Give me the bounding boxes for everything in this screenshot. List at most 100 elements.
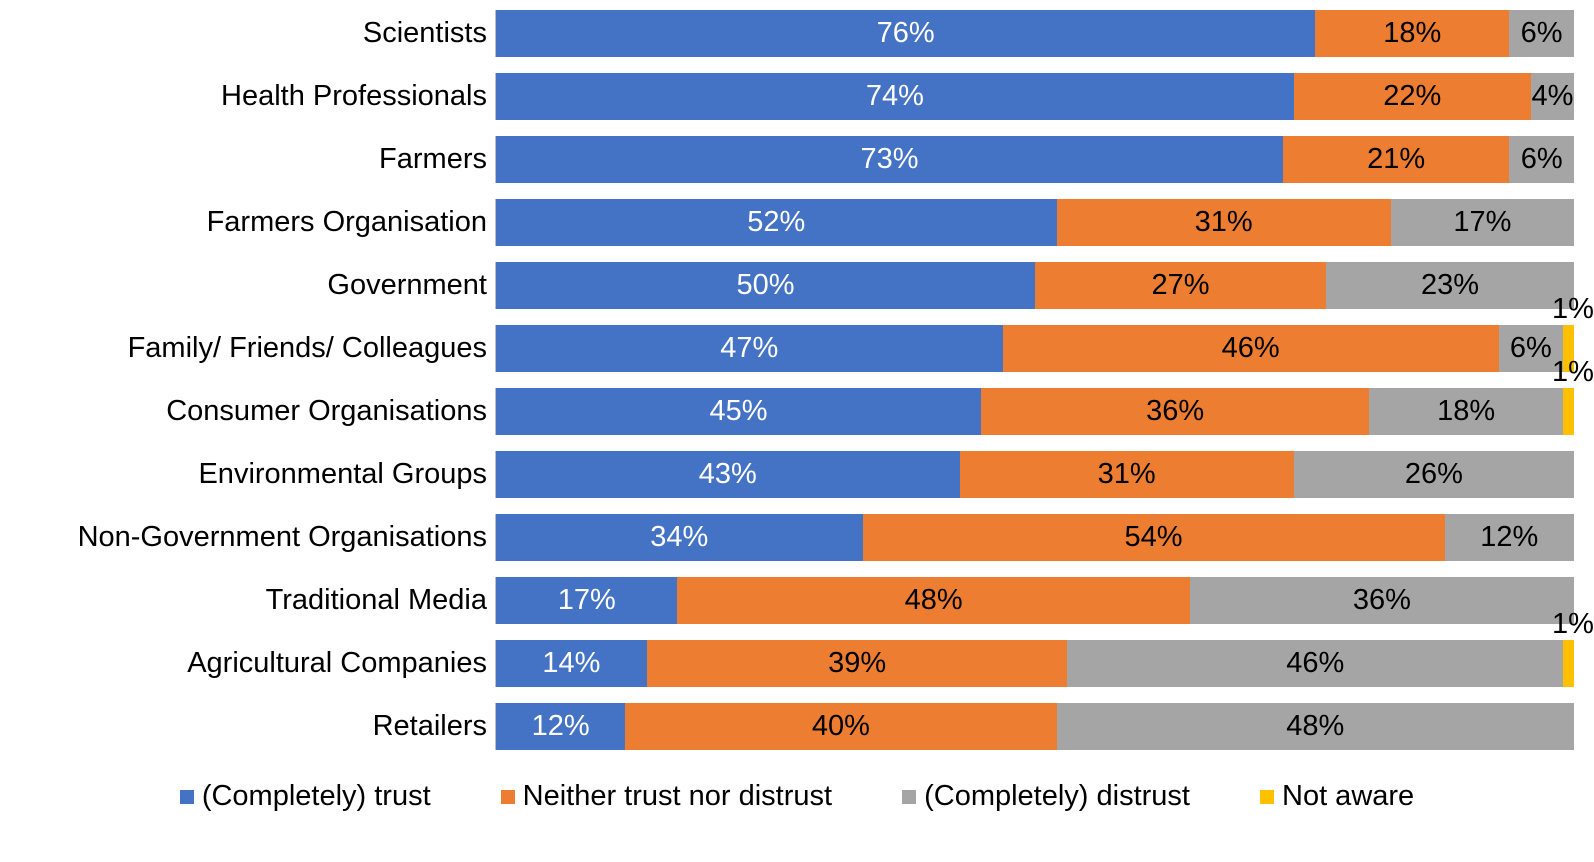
segment-value: 12% — [532, 710, 590, 743]
bar-segment-neither: 36% — [981, 388, 1369, 435]
bar-container: 34% 54% 12% — [495, 514, 1574, 561]
chart-row: Traditional Media 17% 48% 36% — [20, 577, 1574, 624]
category-label: Traditional Media — [20, 584, 495, 617]
bar-segment-distrust: 6% — [1509, 10, 1574, 57]
segment-value: 6% — [1510, 332, 1552, 365]
bar-segment-trust: 34% — [496, 514, 863, 561]
chart-row: Consumer Organisations 45% 36% 18%1% — [20, 388, 1574, 435]
category-label: Government — [20, 269, 495, 302]
segment-value-outside: 1% — [1552, 356, 1594, 389]
segment-value: 74% — [866, 80, 924, 113]
chart-row: Farmers Organisation52% 31% 17% — [20, 199, 1574, 246]
bar-container: 47%46%6%1% — [495, 325, 1574, 372]
bar-segment-distrust: 48% — [1057, 703, 1574, 750]
bar-container: 17% 48% 36% — [495, 577, 1574, 624]
chart-row: Government 50% 27% 23% — [20, 262, 1574, 309]
bar-segment-trust: 73% — [496, 136, 1283, 183]
bar-segment-neither: 48% — [677, 577, 1189, 624]
legend-swatch — [501, 790, 515, 804]
legend-swatch — [902, 790, 916, 804]
legend-item-notaware: Not aware — [1260, 780, 1414, 813]
segment-value: 36% — [1353, 584, 1411, 617]
bar-container: 73% 21% 6% — [495, 136, 1574, 183]
segment-value: 27% — [1152, 269, 1210, 302]
legend-label: (Completely) trust — [202, 780, 431, 813]
bar-segment-distrust: 36% — [1190, 577, 1574, 624]
segment-value: 50% — [736, 269, 794, 302]
trust-stacked-bar-chart: Scientists76%18%6%Health Professionals74… — [20, 10, 1574, 813]
segment-value: 36% — [1146, 395, 1204, 428]
segment-value: 31% — [1098, 458, 1156, 491]
legend-swatch — [1260, 790, 1274, 804]
category-label: Agricultural Companies — [20, 647, 495, 680]
category-label: Farmers Organisation — [20, 206, 495, 239]
bar-segment-trust: 52% — [496, 199, 1057, 246]
bar-segment-neither: 22% — [1294, 73, 1531, 120]
segment-value: 21% — [1367, 143, 1425, 176]
chart-row: Family/ Friends/ Colleagues47%46%6%1% — [20, 325, 1574, 372]
segment-value: 4% — [1531, 80, 1573, 113]
bar-segment-trust: 47% — [496, 325, 1003, 372]
segment-value: 48% — [1286, 710, 1344, 743]
segment-value-outside: 1% — [1552, 608, 1594, 641]
bar-segment-distrust: 6% — [1509, 136, 1574, 183]
chart-row: Retailers 12% 40% 48% — [20, 703, 1574, 750]
bar-segment-distrust: 26% — [1294, 451, 1574, 498]
bar-segment-neither: 21% — [1283, 136, 1509, 183]
bar-segment-neither: 39% — [647, 640, 1067, 687]
category-label: Farmers — [20, 143, 495, 176]
bar-segment-distrust: 18% — [1369, 388, 1563, 435]
chart-row: Health Professionals74%22%4% — [20, 73, 1574, 120]
segment-value: 6% — [1521, 17, 1563, 50]
legend-label: (Completely) distrust — [924, 780, 1190, 813]
bar-segment-trust: 17% — [496, 577, 677, 624]
bar-segment-trust: 50% — [496, 262, 1035, 309]
segment-value: 43% — [699, 458, 757, 491]
bar-segment-distrust: 4% — [1531, 73, 1574, 120]
legend-label: Neither trust nor distrust — [523, 780, 832, 813]
segment-value: 22% — [1383, 80, 1441, 113]
legend-item-trust: (Completely) trust — [180, 780, 431, 813]
segment-value: 76% — [877, 17, 935, 50]
segment-value: 18% — [1383, 17, 1441, 50]
chart-legend: (Completely) trust Neither trust nor dist… — [20, 780, 1574, 813]
bar-segment-neither: 31% — [1057, 199, 1391, 246]
chart-row: Scientists 76% 18% 6% — [20, 10, 1574, 57]
segment-value: 46% — [1222, 332, 1280, 365]
category-label: Environmental Groups — [20, 458, 495, 491]
chart-row: Environmental Groups 43% 31% 26% — [20, 451, 1574, 498]
segment-value: 23% — [1421, 269, 1479, 302]
bar-segment-notaware: 1% — [1563, 640, 1574, 687]
segment-value: 17% — [558, 584, 616, 617]
bar-segment-distrust: 17% — [1391, 199, 1574, 246]
category-label: Consumer Organisations — [20, 395, 495, 428]
segment-value: 54% — [1125, 521, 1183, 554]
bar-container: 50% 27% 23% — [495, 262, 1574, 309]
bar-segment-distrust: 12% — [1445, 514, 1574, 561]
category-label: Retailers — [20, 710, 495, 743]
bar-segment-neither: 31% — [960, 451, 1294, 498]
category-label: Scientists — [20, 17, 495, 50]
segment-value: 6% — [1521, 143, 1563, 176]
chart-row: Agricultural Companies 14% 39% 46% 1% — [20, 640, 1574, 687]
segment-value: 31% — [1195, 206, 1253, 239]
segment-value: 34% — [650, 521, 708, 554]
bar-segment-trust: 14% — [496, 640, 647, 687]
bar-container: 12% 40% 48% — [495, 703, 1574, 750]
bar-segment-neither: 40% — [625, 703, 1056, 750]
chart-row: Farmers73% 21% 6% — [20, 136, 1574, 183]
bar-container: 14% 39% 46% 1% — [495, 640, 1574, 687]
segment-value: 14% — [542, 647, 600, 680]
bar-segment-notaware: 1% — [1563, 388, 1574, 435]
segment-value: 39% — [828, 647, 886, 680]
bar-segment-neither: 54% — [863, 514, 1445, 561]
segment-value: 47% — [720, 332, 778, 365]
category-label: Family/ Friends/ Colleagues — [20, 332, 495, 365]
segment-value-outside: 1% — [1552, 293, 1594, 326]
legend-item-distrust: (Completely) distrust — [902, 780, 1190, 813]
bar-segment-distrust: 23% — [1326, 262, 1574, 309]
segment-value: 45% — [710, 395, 768, 428]
segment-value: 46% — [1286, 647, 1344, 680]
bar-container: 43% 31% 26% — [495, 451, 1574, 498]
segment-value: 48% — [905, 584, 963, 617]
